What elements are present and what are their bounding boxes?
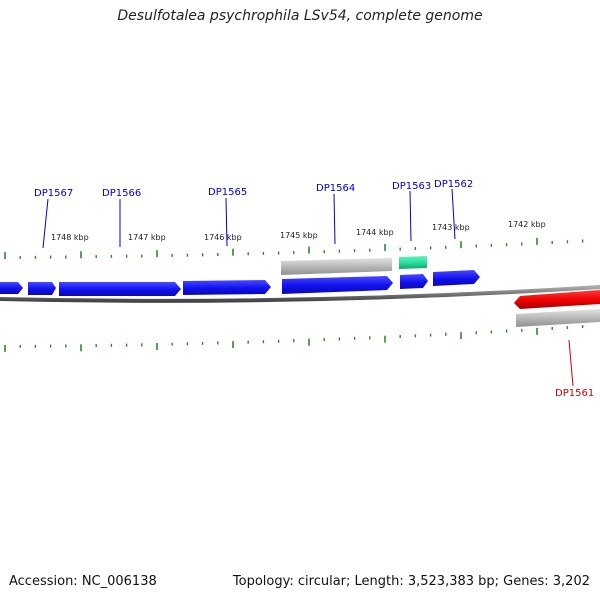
leader-dp1562: [451, 188, 456, 240]
gene-dp1566-feature[interactable]: [59, 282, 181, 296]
leader-dp1564: [333, 193, 336, 245]
kbp-label-1746: 1746 kbp: [204, 233, 242, 242]
accession-text: Accession: NC_006138: [9, 574, 157, 589]
gene-label-dp1561[interactable]: DP1561: [555, 388, 594, 399]
reverse-rna-gene-feature[interactable]: [516, 309, 600, 327]
kbp-label-1743: 1743 kbp: [432, 223, 470, 232]
gene-dp1563-feature[interactable]: [399, 256, 427, 269]
genome-backbone: [0, 285, 600, 303]
gene-feature-left-edge[interactable]: [0, 282, 23, 294]
kbp-label-1747: 1747 kbp: [128, 233, 166, 242]
kbp-label-1742: 1742 kbp: [508, 220, 546, 229]
forward-tick-row: [4, 237, 584, 259]
leader-dp1563: [409, 190, 412, 242]
gene-label-dp1562[interactable]: DP1562: [434, 179, 473, 190]
kbp-label-1745: 1745 kbp: [280, 231, 318, 240]
kbp-label-1748: 1748 kbp: [51, 233, 89, 242]
gene-label-dp1567[interactable]: DP1567: [34, 188, 73, 199]
gene-dp1563-arrow[interactable]: [400, 274, 428, 289]
genome-summary-text: Topology: circular; Length: 3,523,383 bp…: [232, 574, 590, 589]
gene-label-dp1566[interactable]: DP1566: [102, 188, 141, 199]
reverse-tick-row: [4, 325, 584, 352]
gene-dp1565-feature[interactable]: [183, 280, 271, 295]
gene-dp1567-feature[interactable]: [28, 282, 56, 295]
gene-label-dp1565[interactable]: DP1565: [208, 187, 247, 198]
gene-dp1564-feature[interactable]: [282, 276, 393, 294]
rna-gene-feature[interactable]: [281, 258, 392, 275]
gene-label-dp1563[interactable]: DP1563: [392, 181, 431, 192]
map-title: Desulfotalea psychrophila LSv54, complet…: [117, 8, 483, 24]
gene-dp1561-feature[interactable]: [514, 290, 600, 309]
leader-dp1565: [225, 197, 228, 247]
leader-dp1561: [568, 339, 574, 387]
gene-label-dp1564[interactable]: DP1564: [316, 183, 355, 194]
leader-dp1567: [42, 198, 49, 249]
kbp-label-1744: 1744 kbp: [356, 228, 394, 237]
gene-dp1562-feature[interactable]: [433, 270, 480, 286]
